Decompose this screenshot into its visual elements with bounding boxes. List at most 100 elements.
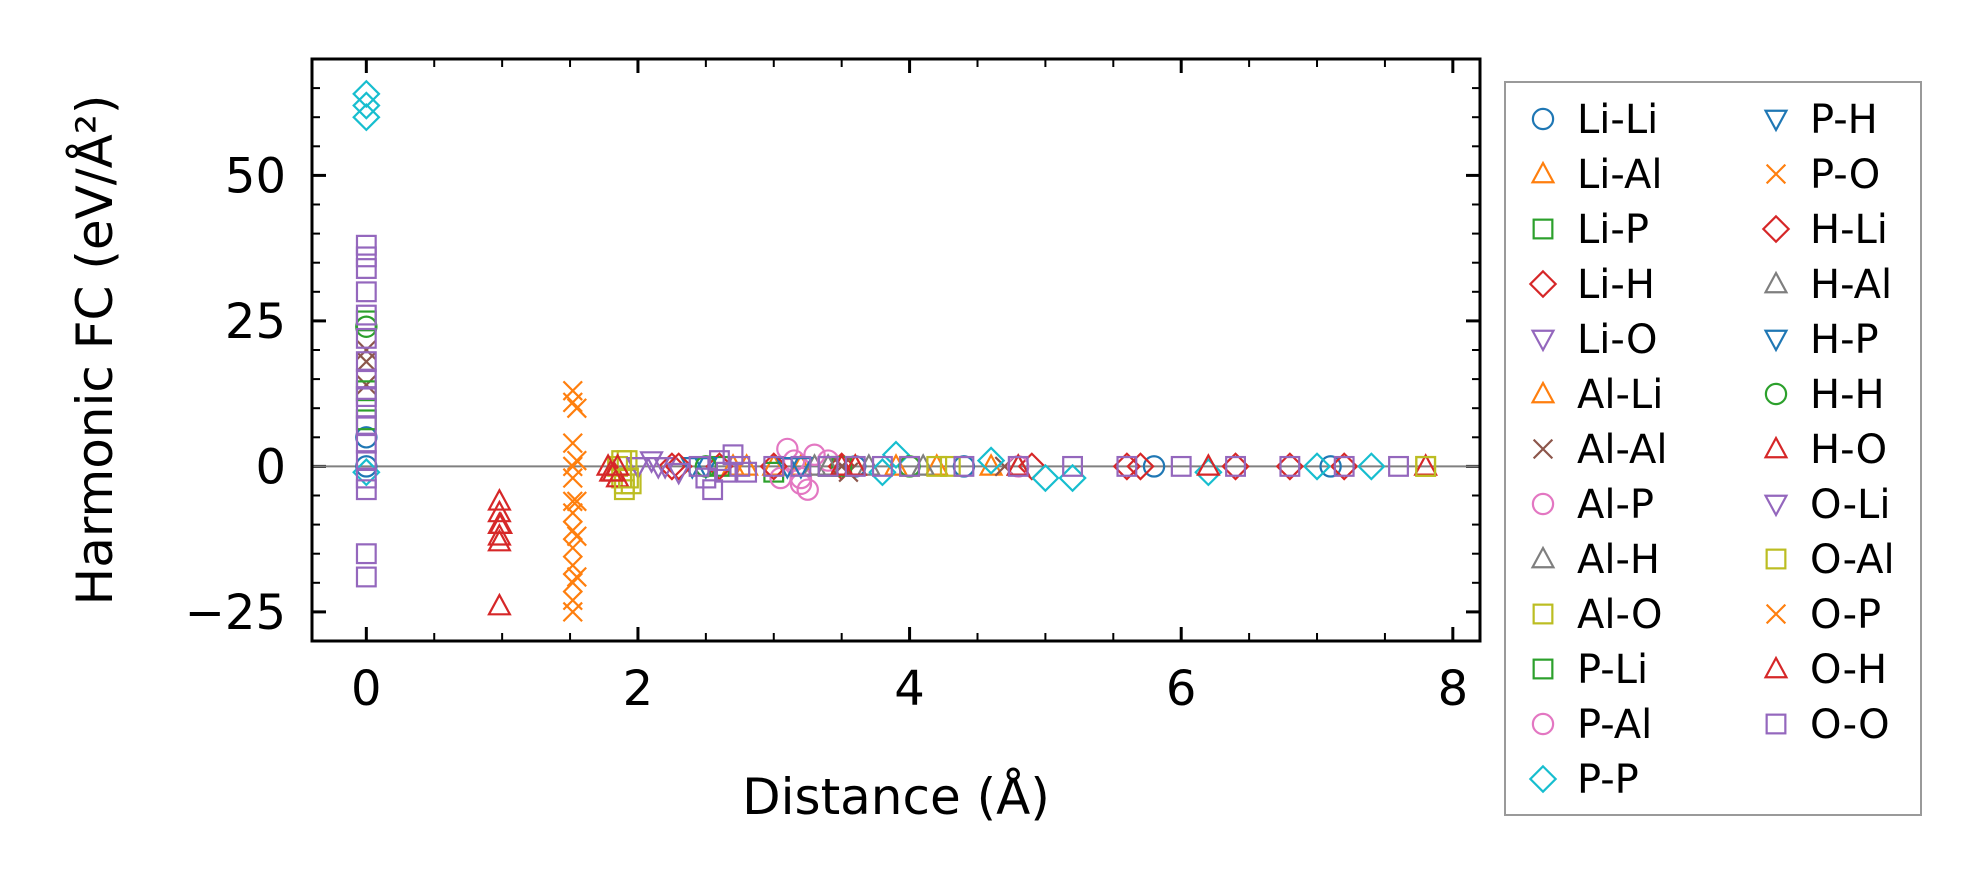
data-point <box>789 472 813 496</box>
data-point <box>702 479 724 501</box>
legend-marker <box>1532 603 1554 625</box>
legend-marker <box>1764 382 1788 406</box>
legend-marker <box>1532 218 1554 240</box>
data-point <box>1333 455 1355 477</box>
data-point <box>355 467 377 489</box>
data-point <box>562 467 583 489</box>
data-point <box>355 258 377 279</box>
data-point <box>355 368 377 390</box>
data-point <box>796 478 819 501</box>
data-point <box>708 450 730 472</box>
series-P-O <box>562 380 583 623</box>
legend-marker <box>1531 712 1555 736</box>
data-point <box>355 450 377 472</box>
legend-marker <box>1765 603 1787 625</box>
data-points <box>352 79 1438 623</box>
data-point <box>1142 455 1166 478</box>
data-point <box>562 572 583 593</box>
legend-item: H-Al <box>1763 262 1892 308</box>
data-point <box>355 566 377 588</box>
legend-label: H-P <box>1810 317 1879 363</box>
data-point <box>1415 455 1437 477</box>
data-point <box>1170 455 1192 477</box>
data-point <box>657 452 687 481</box>
data-point <box>562 502 583 524</box>
data-point <box>926 455 948 477</box>
data-point <box>1388 455 1409 477</box>
data-point <box>953 455 975 477</box>
legend-item: Al-Li <box>1530 372 1663 418</box>
legend-marker <box>1763 435 1789 459</box>
legend-label: Li-P <box>1577 207 1649 253</box>
legend-marker <box>1530 160 1556 184</box>
data-point <box>488 511 514 534</box>
legend-item: H-Li <box>1761 207 1888 253</box>
data-point <box>1279 455 1301 477</box>
data-point <box>352 79 381 109</box>
y-tick-label: 0 <box>255 439 286 495</box>
legend-label: P-Li <box>1577 647 1648 693</box>
data-point <box>355 479 377 501</box>
data-point <box>844 455 866 477</box>
legend-marker <box>1765 548 1787 570</box>
data-point <box>355 281 377 303</box>
plot-frame <box>310 57 1482 643</box>
data-point <box>566 398 587 419</box>
legend-marker <box>1763 270 1789 294</box>
data-point <box>562 601 583 623</box>
legend-item: O-Al <box>1765 537 1895 583</box>
legend-label: O-P <box>1810 592 1881 638</box>
legend-label: O-Li <box>1810 482 1890 528</box>
data-point <box>899 455 921 477</box>
data-point <box>562 537 583 559</box>
legend-item: Al-Al <box>1532 427 1668 473</box>
x-tick-label: 8 <box>1438 661 1469 717</box>
y-tick-label: −25 <box>185 585 286 641</box>
data-point <box>355 351 377 373</box>
data-point <box>355 386 377 408</box>
data-point <box>722 444 744 466</box>
data-point <box>838 462 859 483</box>
legend-item: Li-H <box>1528 262 1655 308</box>
data-point <box>562 555 583 576</box>
legend-marker <box>1763 655 1789 679</box>
legend-label: Li-O <box>1577 317 1657 363</box>
data-point <box>666 462 691 486</box>
data-point <box>487 488 512 511</box>
data-point <box>1319 455 1342 478</box>
legend-item: Al-P <box>1531 482 1654 528</box>
data-point <box>598 458 624 482</box>
data-point <box>355 397 377 419</box>
data-point <box>605 464 630 488</box>
legend-label: Li-Al <box>1577 152 1662 198</box>
data-point <box>355 246 377 268</box>
legend-item: P-P <box>1528 757 1639 803</box>
legend-item: O-H <box>1763 647 1887 693</box>
legend-item: O-Li <box>1763 482 1890 528</box>
data-point <box>566 450 587 471</box>
data-point <box>1302 452 1332 481</box>
legend-item: P-Li <box>1532 647 1648 693</box>
data-point <box>1357 452 1386 481</box>
data-point <box>976 446 1006 475</box>
legend-label: P-O <box>1810 152 1880 198</box>
data-point <box>355 234 377 256</box>
data-point <box>355 315 378 338</box>
data-point <box>605 453 630 476</box>
legend-label: H-Al <box>1810 262 1892 308</box>
legend-item: O-P <box>1765 592 1881 638</box>
legend-item: H-O <box>1763 427 1887 473</box>
legend-label: Al-Li <box>1577 372 1663 418</box>
legend-marker <box>1763 329 1789 353</box>
data-point <box>715 461 737 483</box>
legend-item: Li-O <box>1530 317 1657 363</box>
legend-item: P-O <box>1765 152 1880 198</box>
x-axis-label: Distance (Å) <box>742 768 1050 826</box>
data-point <box>769 466 792 490</box>
legend-marker <box>1761 214 1791 244</box>
data-point <box>1062 455 1084 477</box>
data-point <box>1196 453 1221 476</box>
data-point <box>1116 455 1138 477</box>
data-point <box>487 522 512 546</box>
